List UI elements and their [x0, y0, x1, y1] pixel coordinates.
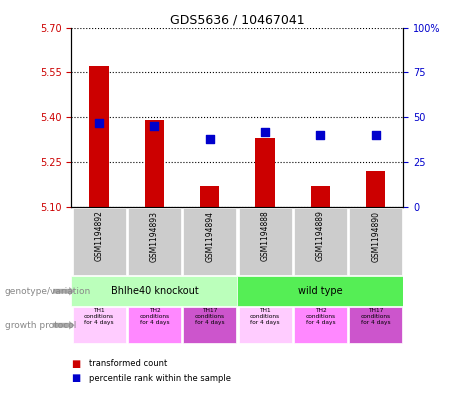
Text: TH17
conditions
for 4 days: TH17 conditions for 4 days [195, 309, 225, 325]
Bar [349, 307, 402, 343]
Bar [71, 277, 237, 306]
Bar [255, 138, 275, 207]
Bar [128, 307, 181, 343]
Point [206, 136, 213, 142]
Point [151, 123, 158, 129]
Text: genotype/variation: genotype/variation [5, 287, 91, 296]
Text: Bhlhe40 knockout: Bhlhe40 knockout [111, 286, 198, 296]
Text: TH1
conditions
for 4 days: TH1 conditions for 4 days [250, 309, 280, 325]
Bar [200, 186, 219, 207]
Text: GSM1194892: GSM1194892 [95, 211, 104, 261]
Text: ■: ■ [71, 358, 81, 369]
Point [261, 129, 269, 135]
Bar [128, 208, 181, 274]
Text: percentile rank within the sample: percentile rank within the sample [89, 374, 231, 382]
Text: ■: ■ [71, 373, 81, 383]
Text: TH2
conditions
for 4 days: TH2 conditions for 4 days [305, 309, 336, 325]
Text: GSM1194889: GSM1194889 [316, 211, 325, 261]
Bar [72, 208, 126, 274]
Bar [89, 66, 109, 207]
Bar [183, 307, 236, 343]
Point [95, 119, 103, 126]
Bar [237, 277, 403, 306]
Bar [349, 208, 402, 274]
Text: GSM1194894: GSM1194894 [205, 211, 214, 262]
Text: GSM1194888: GSM1194888 [260, 211, 270, 261]
Bar [366, 171, 385, 207]
Text: TH2
conditions
for 4 days: TH2 conditions for 4 days [139, 309, 170, 325]
Text: GSM1194890: GSM1194890 [371, 211, 380, 262]
Bar [311, 186, 330, 207]
Text: GSM1194893: GSM1194893 [150, 211, 159, 262]
Bar [238, 208, 292, 274]
Text: TH17
conditions
for 4 days: TH17 conditions for 4 days [361, 309, 391, 325]
Text: growth protocol: growth protocol [5, 321, 76, 330]
Title: GDS5636 / 10467041: GDS5636 / 10467041 [170, 13, 305, 26]
Text: TH1
conditions
for 4 days: TH1 conditions for 4 days [84, 309, 114, 325]
Bar [72, 307, 126, 343]
Bar [145, 120, 164, 207]
Point [317, 132, 324, 138]
Bar [294, 307, 347, 343]
Bar [294, 208, 347, 274]
Bar [238, 307, 292, 343]
Text: wild type: wild type [298, 286, 343, 296]
Text: transformed count: transformed count [89, 359, 167, 368]
Bar [183, 208, 236, 274]
Point [372, 132, 379, 138]
